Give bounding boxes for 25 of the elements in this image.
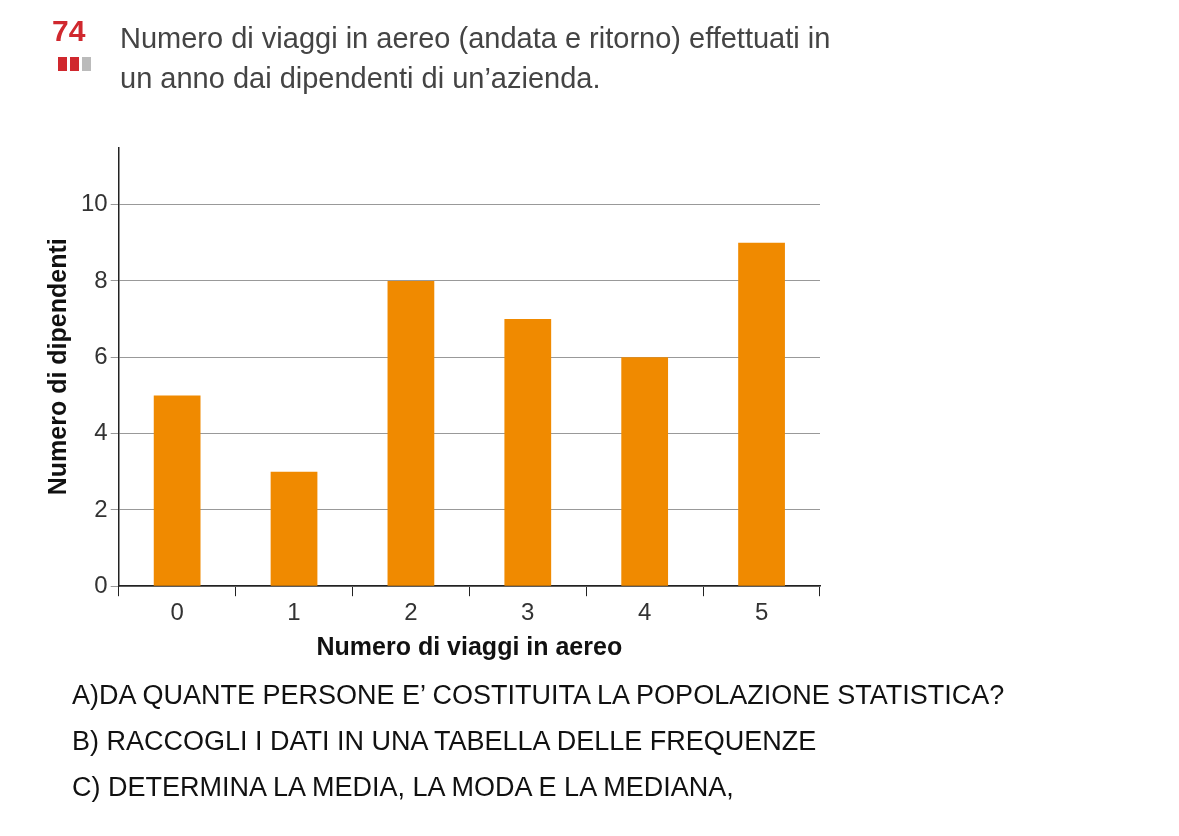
bar (387, 280, 435, 586)
x-tick-label: 2 (404, 598, 418, 626)
bar (270, 471, 318, 586)
text: 74 (52, 14, 86, 48)
x-tick-label: 3 (521, 598, 535, 626)
text: B) RACCOGLI I DATI IN UNA TABELLA DELLE FREQUENZE (72, 726, 817, 757)
y-tick-label: 0 (94, 570, 108, 598)
x-axis-title: Numero di viaggi in aereo (316, 631, 623, 660)
bar (153, 395, 201, 586)
chart-title: Numero di viaggi in aereo (andata e ritorno) effettuati in un anno dai dipendenti di un’azienda. (120, 21, 832, 96)
x-tick-label: 1 (287, 598, 301, 626)
y-tick-label: 6 (94, 341, 108, 369)
x-tick-label: 4 (637, 598, 652, 626)
text: C) DETERMINA LA MEDIA, LA MODA E LA MEDIANA, (72, 772, 734, 803)
y-tick-label: 10 (80, 189, 108, 217)
bar (621, 357, 669, 586)
y-tick-label: 2 (94, 494, 108, 522)
bar (504, 319, 552, 586)
y-tick-label: 8 (94, 265, 108, 293)
text: A)DA QUANTE PERSONE E’ COSTITUITA LA POPOLAZIONE STATISTICA? (72, 680, 1005, 711)
x-tick-label: 0 (170, 598, 184, 626)
y-tick-label: 4 (94, 418, 108, 446)
y-axis-title: Numero di dipendenti (42, 238, 71, 496)
bar (738, 242, 785, 586)
x-tick-label: 5 (754, 598, 769, 626)
